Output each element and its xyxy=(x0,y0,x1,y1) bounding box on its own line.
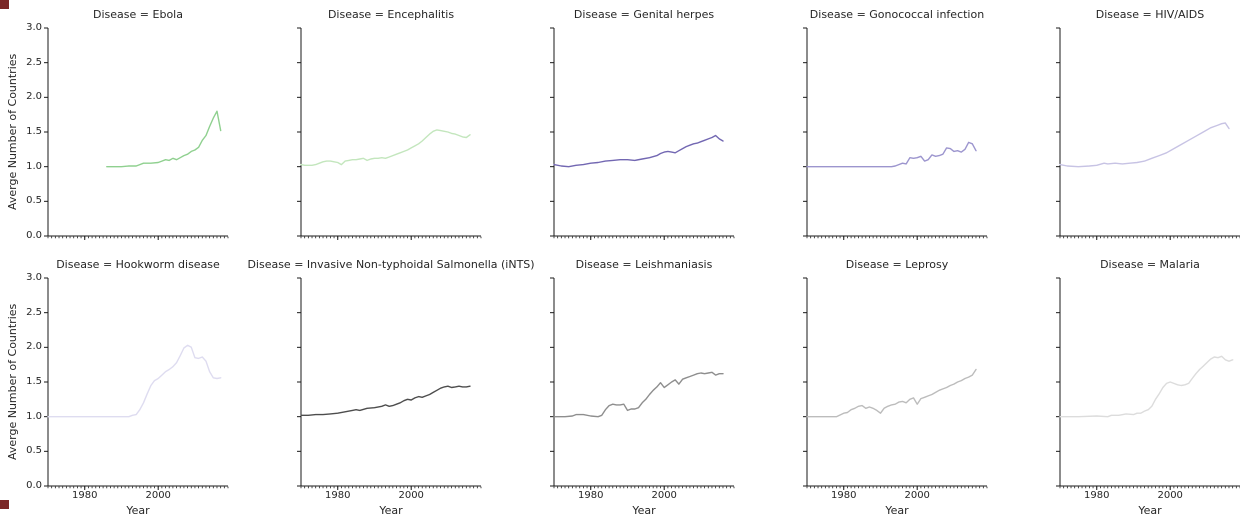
x-tick-label: 2000 xyxy=(398,490,424,501)
y-tick-label: 2.5 xyxy=(26,56,42,68)
facet-title-hookworm-disease: Disease = Hookworm disease xyxy=(56,258,220,271)
y-tick-label: 2.0 xyxy=(26,91,42,103)
series-line-genital-herpes xyxy=(553,134,724,168)
y-tick-label: 1.5 xyxy=(26,126,42,137)
x-tick-label: 1980 xyxy=(831,490,857,501)
y-tick-label: 0.0 xyxy=(26,480,42,491)
y-tick-label: 0.0 xyxy=(26,230,42,241)
facet-title-encephalitis: Disease = Encephalitis xyxy=(327,8,455,21)
y-tick-label: 3.0 xyxy=(26,272,42,283)
facet-title-leprosy: Disease = Leprosy xyxy=(845,258,949,271)
corner-artifact-bottom-left xyxy=(0,500,9,509)
facet-title-leishmaniasis: Disease = Leishmaniasis xyxy=(575,258,713,271)
x-tick-label: 2000 xyxy=(904,490,930,501)
series-line-invasive-non-typhoidal-salmonella-ints xyxy=(300,385,471,417)
series-line-leprosy xyxy=(806,368,977,418)
x-axis-label: Year xyxy=(126,504,150,517)
facet-title-ebola: Disease = Ebola xyxy=(93,8,183,21)
plot-area-leprosy xyxy=(803,277,988,490)
y-tick-label: 0.5 xyxy=(26,445,42,457)
series-line-hiv-aids xyxy=(1059,122,1230,168)
facet-title-hiv-aids: Disease = HIV/AIDS xyxy=(1095,8,1205,21)
series-line-leishmaniasis xyxy=(553,371,724,418)
plot-area-hookworm-disease xyxy=(44,277,229,490)
x-tick-label: 1980 xyxy=(578,490,604,501)
y-tick-label: 1.5 xyxy=(26,376,42,387)
y-tick-label: 1.0 xyxy=(26,410,42,422)
plot-area-leishmaniasis xyxy=(550,277,735,490)
plot-area-invasive-non-typhoidal-salmonella-ints xyxy=(297,277,482,490)
series-line-ebola xyxy=(106,110,222,168)
y-tick-label: 3.0 xyxy=(26,22,42,33)
series-line-hookworm-disease xyxy=(47,344,222,418)
series-line-gonococcal-infection xyxy=(806,141,977,168)
x-axis-label: Year xyxy=(632,504,656,517)
series-line-encephalitis xyxy=(300,129,471,167)
y-tick-label: 2.0 xyxy=(26,341,42,353)
x-axis-label: Year xyxy=(1138,504,1162,517)
series-line-malaria xyxy=(1059,355,1234,418)
plot-area-malaria xyxy=(1056,277,1240,490)
x-axis-label: Year xyxy=(379,504,403,517)
plot-area-encephalitis xyxy=(297,27,482,240)
y-tick-label: 1.0 xyxy=(26,160,42,172)
plot-area-genital-herpes xyxy=(550,27,735,240)
x-axis-label: Year xyxy=(885,504,909,517)
x-tick-label: 2000 xyxy=(1157,490,1183,501)
y-tick-label: 0.5 xyxy=(26,195,42,207)
y-tick-label: 2.5 xyxy=(26,306,42,318)
plot-area-hiv-aids xyxy=(1056,27,1240,240)
facet-title-gonococcal-infection: Disease = Gonococcal infection xyxy=(809,8,985,21)
x-tick-label: 2000 xyxy=(651,490,677,501)
x-tick-label: 2000 xyxy=(145,490,171,501)
facet-title-genital-herpes: Disease = Genital herpes xyxy=(573,8,715,21)
x-tick-label: 1980 xyxy=(325,490,351,501)
x-tick-label: 1980 xyxy=(72,490,98,501)
plot-area-ebola xyxy=(44,27,229,240)
facet-title-invasive-non-typhoidal-salmonella-ints: Disease = Invasive Non-typhoidal Salmone… xyxy=(247,258,535,271)
x-tick-label: 1980 xyxy=(1084,490,1110,501)
plot-area-gonococcal-infection xyxy=(803,27,988,240)
corner-artifact-top-left xyxy=(0,0,9,9)
facet-title-malaria: Disease = Malaria xyxy=(1100,258,1200,271)
